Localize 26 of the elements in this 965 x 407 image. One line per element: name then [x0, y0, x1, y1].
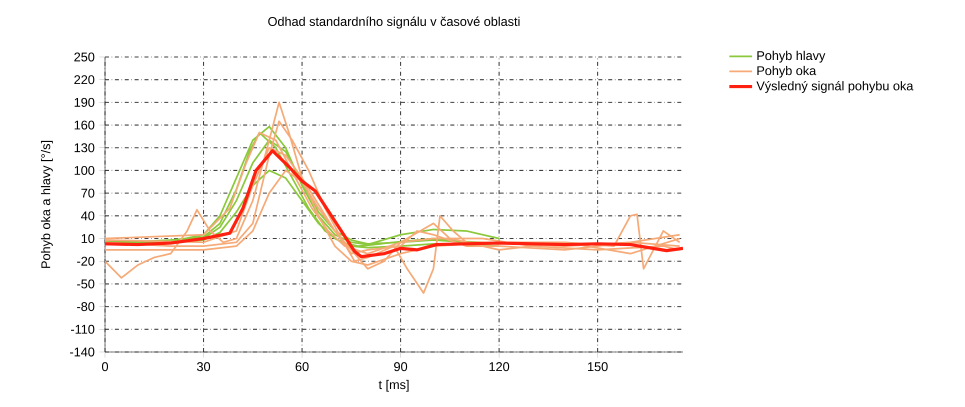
- y-tick-label: 190: [74, 98, 94, 107]
- y-tick-label: 100: [74, 166, 94, 175]
- legend-label: Pohyb hlavy: [757, 50, 826, 63]
- y-tick-label: 160: [74, 120, 94, 130]
- y-tick-label: 10: [82, 234, 94, 244]
- y-tick-label: 220: [74, 75, 94, 84]
- legend-label: Výsledný signál pohybu oka: [756, 80, 914, 93]
- y-tick-label: 70: [81, 188, 94, 198]
- x-axis-title: t [ms]: [378, 380, 409, 392]
- y-tick-label: -50: [77, 279, 94, 288]
- y-tick-label: -110: [70, 324, 94, 334]
- y-tick-label: 250: [74, 52, 94, 62]
- x-tick-label: 90: [394, 362, 408, 372]
- y-tick-label: -80: [77, 302, 94, 312]
- x-tick-label: 0: [102, 362, 108, 372]
- y-tick-label: -140: [70, 348, 94, 356]
- x-tick-label: 60: [296, 362, 309, 372]
- y-axis-title: Pohyb oka a hlavy [°/s]: [40, 140, 53, 268]
- y-tick-label: 40: [81, 211, 94, 220]
- x-tick-label: 150: [588, 362, 608, 372]
- legend-label: Pohyb oka: [757, 66, 816, 78]
- y-tick-label: -20: [77, 256, 94, 266]
- x-tick-label: 30: [196, 362, 210, 372]
- chart-title: Odhad standardního signálu v časové oblasti: [268, 16, 520, 29]
- x-tick-label: 120: [489, 362, 510, 372]
- y-tick-label: 130: [74, 143, 94, 152]
